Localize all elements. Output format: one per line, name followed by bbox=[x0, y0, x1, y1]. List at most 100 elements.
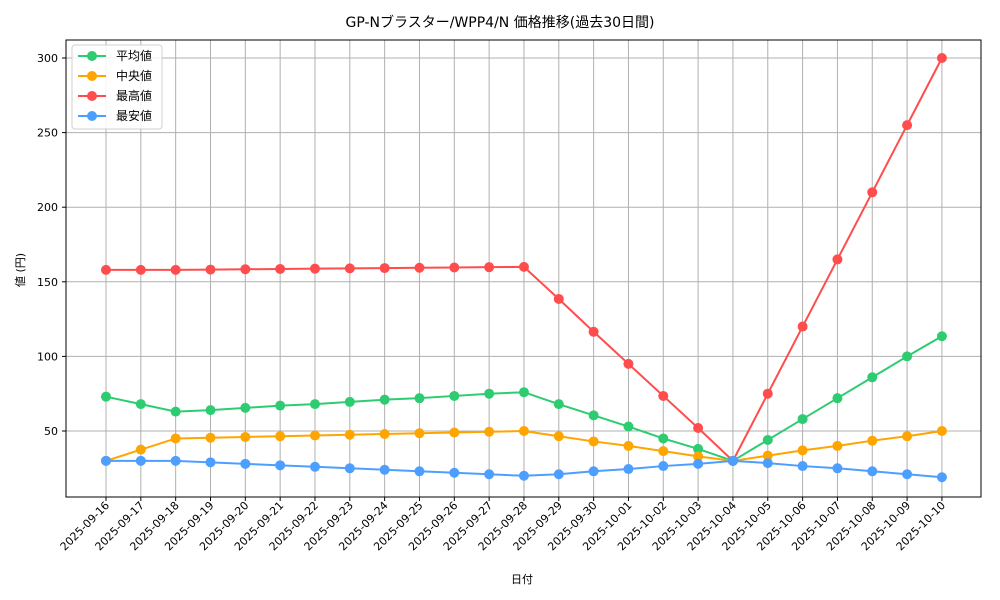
y-tick-label: 200 bbox=[37, 201, 58, 214]
y-tick-label: 300 bbox=[37, 52, 58, 65]
data-point bbox=[658, 446, 669, 457]
data-point bbox=[902, 351, 913, 362]
y-tick-label: 100 bbox=[37, 350, 58, 363]
data-point bbox=[170, 433, 181, 444]
data-point bbox=[518, 387, 529, 398]
data-point bbox=[623, 440, 634, 451]
legend-box bbox=[71, 44, 163, 130]
data-point bbox=[658, 461, 669, 472]
y-axis: 50 100 150 200 250 300 bbox=[37, 52, 66, 438]
x-axis: 2025-09-162025-09-172025-09-182025-09-19… bbox=[58, 497, 948, 553]
data-point bbox=[867, 466, 878, 477]
data-point bbox=[484, 262, 495, 273]
data-point bbox=[205, 457, 216, 468]
data-point bbox=[553, 399, 564, 410]
data-point bbox=[240, 431, 251, 442]
data-point bbox=[832, 393, 843, 404]
legend-marker-icon bbox=[87, 91, 97, 101]
data-point bbox=[379, 263, 390, 274]
data-point bbox=[588, 436, 599, 447]
data-point bbox=[797, 414, 808, 425]
data-point bbox=[135, 264, 146, 275]
data-point bbox=[553, 431, 564, 442]
data-point bbox=[623, 421, 634, 432]
data-point bbox=[588, 410, 599, 421]
data-point bbox=[379, 464, 390, 475]
data-point bbox=[762, 450, 773, 461]
data-point bbox=[693, 423, 704, 434]
data-point bbox=[936, 426, 947, 436]
data-point bbox=[832, 254, 843, 265]
data-point bbox=[484, 388, 495, 399]
legend-item: 最高値 bbox=[78, 88, 152, 103]
data-point bbox=[553, 469, 564, 480]
data-point bbox=[309, 263, 320, 274]
data-point bbox=[693, 451, 704, 462]
data-point bbox=[135, 455, 146, 466]
data-point bbox=[205, 432, 216, 443]
data-point bbox=[936, 53, 947, 63]
data-point bbox=[101, 455, 111, 466]
data-point bbox=[205, 405, 216, 416]
data-point bbox=[309, 399, 320, 410]
data-point bbox=[170, 264, 181, 275]
data-point bbox=[135, 444, 146, 455]
data-point bbox=[762, 458, 773, 469]
data-point bbox=[379, 428, 390, 439]
data-point bbox=[344, 463, 355, 474]
data-point bbox=[867, 372, 878, 383]
data-point bbox=[449, 467, 460, 478]
data-point bbox=[344, 396, 355, 407]
y-tick-label: 50 bbox=[44, 425, 58, 438]
data-point bbox=[936, 331, 947, 342]
data-point bbox=[414, 262, 425, 273]
data-point bbox=[623, 358, 634, 369]
legend-item: 平均値 bbox=[78, 48, 152, 63]
data-point bbox=[344, 263, 355, 274]
data-point bbox=[170, 455, 181, 466]
chart-title: GP-Nブラスター/WPP4/N 価格推移(過去30日間) bbox=[345, 15, 655, 31]
data-point bbox=[484, 469, 495, 480]
data-point bbox=[902, 469, 913, 480]
data-point bbox=[867, 187, 878, 198]
legend-marker-icon bbox=[87, 111, 97, 121]
data-point bbox=[727, 455, 738, 466]
data-point bbox=[309, 430, 320, 441]
data-point bbox=[240, 264, 251, 275]
data-point bbox=[658, 433, 669, 444]
data-point bbox=[588, 326, 599, 337]
data-point bbox=[101, 264, 111, 275]
legend-label: 最安値 bbox=[116, 108, 152, 123]
data-point bbox=[379, 394, 390, 405]
data-point bbox=[205, 264, 216, 275]
data-point bbox=[518, 426, 529, 436]
data-point bbox=[902, 431, 913, 442]
data-point bbox=[449, 390, 460, 401]
data-point bbox=[693, 458, 704, 469]
data-point bbox=[449, 262, 460, 273]
legend-marker-icon bbox=[87, 51, 97, 61]
data-point bbox=[309, 461, 320, 472]
data-series bbox=[101, 53, 947, 483]
data-point bbox=[797, 461, 808, 472]
data-point bbox=[867, 435, 878, 446]
data-point bbox=[518, 261, 529, 272]
data-point bbox=[275, 263, 286, 274]
data-point bbox=[658, 390, 669, 401]
data-point bbox=[275, 400, 286, 411]
data-point bbox=[414, 428, 425, 439]
y-tick-label: 150 bbox=[37, 276, 58, 289]
data-point bbox=[240, 458, 251, 469]
data-point bbox=[414, 466, 425, 477]
data-point bbox=[693, 443, 704, 454]
data-point bbox=[449, 427, 460, 438]
data-point bbox=[275, 431, 286, 442]
data-point bbox=[797, 445, 808, 456]
data-point bbox=[797, 321, 808, 332]
data-point bbox=[240, 402, 251, 413]
data-point bbox=[414, 393, 425, 404]
data-point bbox=[762, 388, 773, 399]
data-point bbox=[484, 426, 495, 437]
series-line bbox=[101, 455, 947, 483]
